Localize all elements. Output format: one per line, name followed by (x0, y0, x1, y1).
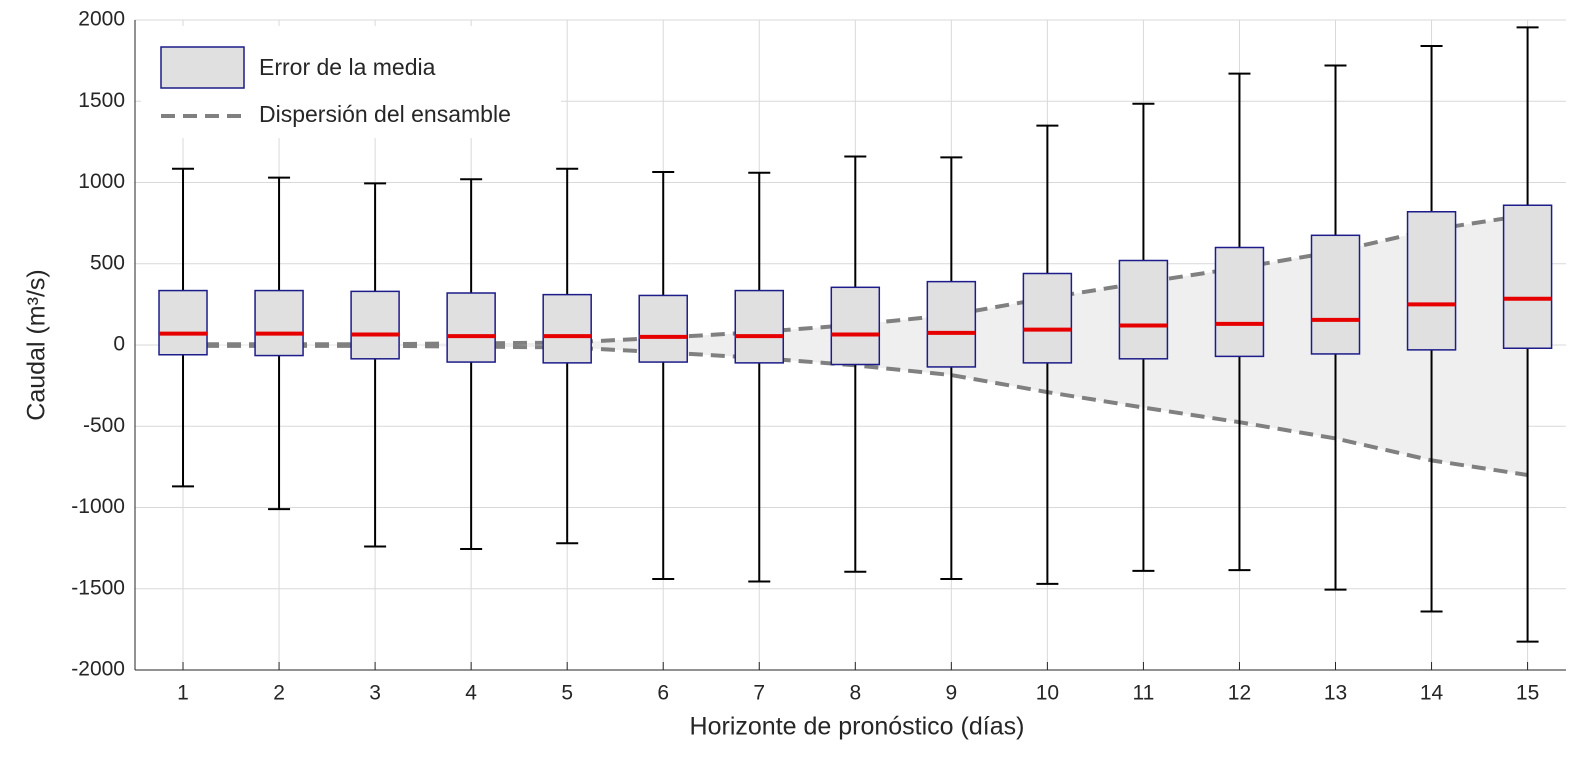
y-tick-label: -1500 (71, 576, 125, 599)
y-tick-label: 2000 (78, 8, 125, 31)
legend-swatch (160, 46, 245, 89)
box (446, 292, 496, 363)
y-tick-label: -2000 (71, 658, 125, 681)
x-axis-label: Horizonte de pronóstico (días) (690, 713, 1025, 741)
x-tick-label: 1 (177, 682, 189, 705)
box (638, 294, 688, 363)
box (1022, 272, 1073, 364)
x-tick-label: 5 (561, 682, 573, 705)
box (1118, 259, 1169, 360)
box (1502, 204, 1553, 349)
x-tick-label: 7 (753, 682, 765, 705)
y-tick-label: 500 (90, 251, 125, 274)
box (1214, 246, 1265, 358)
x-tick-label: 8 (849, 682, 861, 705)
box (542, 293, 592, 364)
y-tick-label: 1500 (78, 89, 125, 112)
y-axis-label: Caudal (m³/s) (23, 269, 51, 420)
legend-label: Dispersión del ensamble (259, 101, 511, 127)
x-tick-label: 6 (657, 682, 669, 705)
x-tick-label: 4 (465, 682, 477, 705)
x-tick-label: 12 (1228, 682, 1251, 705)
x-tick-label: 15 (1516, 682, 1539, 705)
box (926, 280, 977, 368)
x-tick-label: 9 (945, 682, 957, 705)
box (254, 289, 304, 357)
box (158, 289, 208, 356)
x-tick-label: 3 (369, 682, 381, 705)
x-tick-label: 13 (1324, 682, 1347, 705)
y-tick-label: -1000 (71, 495, 125, 518)
box (830, 286, 881, 366)
y-tick-label: 1000 (78, 170, 125, 193)
box (734, 289, 785, 364)
y-tick-label: -500 (83, 414, 125, 437)
x-tick-label: 2 (273, 682, 285, 705)
x-tick-label: 10 (1036, 682, 1059, 705)
box (1310, 234, 1361, 355)
x-tick-label: 11 (1133, 682, 1155, 705)
box (350, 290, 400, 360)
box (1406, 211, 1457, 351)
legend-label: Error de la media (259, 54, 436, 80)
x-tick-label: 14 (1420, 682, 1444, 705)
y-tick-label: 0 (113, 333, 125, 356)
